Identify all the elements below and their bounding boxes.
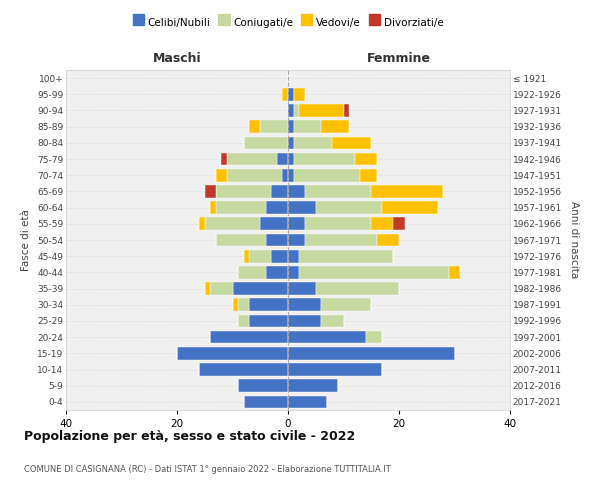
Bar (288, 331, 366, 344)
Bar (210, 202, 216, 214)
Bar (288, 282, 316, 295)
Bar (288, 120, 293, 133)
Bar (288, 234, 305, 246)
Bar (227, 152, 277, 166)
Bar (271, 185, 288, 198)
Bar (293, 169, 360, 181)
Bar (283, 169, 288, 181)
Bar (371, 185, 443, 198)
Bar (266, 202, 288, 214)
Bar (366, 331, 382, 344)
Bar (221, 152, 227, 166)
Bar (293, 136, 332, 149)
Bar (288, 169, 293, 181)
Bar (277, 152, 288, 166)
Bar (288, 250, 299, 262)
Bar (293, 88, 305, 101)
Bar (449, 266, 460, 278)
Text: Femmine: Femmine (367, 52, 431, 65)
Bar (360, 169, 377, 181)
Bar (271, 250, 288, 262)
Bar (216, 202, 266, 214)
Bar (288, 396, 327, 408)
Bar (299, 266, 449, 278)
Bar (288, 136, 293, 149)
Bar (299, 250, 394, 262)
Bar (288, 380, 338, 392)
Bar (233, 298, 238, 311)
Bar (299, 104, 343, 117)
Bar (288, 185, 305, 198)
Bar (210, 331, 288, 344)
Bar (205, 185, 216, 198)
Bar (322, 298, 371, 311)
Bar (205, 218, 260, 230)
Bar (216, 169, 227, 181)
Bar (238, 314, 249, 328)
Bar (288, 314, 322, 328)
Bar (305, 234, 377, 246)
Bar (288, 363, 382, 376)
Bar (244, 136, 288, 149)
Bar (260, 218, 288, 230)
Bar (211, 282, 233, 295)
Bar (260, 120, 288, 133)
Text: Maschi: Maschi (152, 52, 202, 65)
Bar (249, 120, 260, 133)
Bar (244, 250, 249, 262)
Bar (377, 234, 399, 246)
Bar (227, 169, 283, 181)
Bar (216, 234, 266, 246)
Bar (293, 104, 299, 117)
Bar (244, 396, 288, 408)
Bar (288, 104, 293, 117)
Y-axis label: Anni di nascita: Anni di nascita (569, 202, 578, 278)
Legend: Celibi/Nubili, Coniugati/e, Vedovi/e, Divorziati/e: Celibi/Nubili, Coniugati/e, Vedovi/e, Di… (128, 14, 448, 32)
Bar (394, 218, 404, 230)
Bar (293, 152, 355, 166)
Bar (238, 298, 249, 311)
Bar (316, 202, 382, 214)
Bar (288, 266, 299, 278)
Bar (216, 185, 271, 198)
Bar (266, 234, 288, 246)
Text: Popolazione per età, sesso e stato civile - 2022: Popolazione per età, sesso e stato civil… (24, 430, 355, 443)
Bar (371, 218, 394, 230)
Bar (305, 218, 371, 230)
Bar (238, 380, 288, 392)
Bar (305, 185, 371, 198)
Bar (249, 250, 271, 262)
Text: COMUNE DI CASIGNANA (RC) - Dati ISTAT 1° gennaio 2022 - Elaborazione TUTTITALIA.: COMUNE DI CASIGNANA (RC) - Dati ISTAT 1°… (24, 465, 391, 474)
Bar (316, 282, 399, 295)
Bar (199, 218, 205, 230)
Bar (322, 120, 349, 133)
Bar (382, 202, 438, 214)
Bar (288, 88, 293, 101)
Bar (343, 104, 349, 117)
Bar (266, 266, 288, 278)
Y-axis label: Fasce di età: Fasce di età (22, 209, 31, 271)
Bar (233, 282, 288, 295)
Bar (355, 152, 377, 166)
Bar (293, 120, 322, 133)
Bar (288, 347, 455, 360)
Bar (199, 363, 288, 376)
Bar (283, 88, 288, 101)
Bar (249, 314, 288, 328)
Bar (288, 218, 305, 230)
Bar (332, 136, 371, 149)
Bar (249, 298, 288, 311)
Bar (288, 202, 316, 214)
Bar (288, 298, 322, 311)
Bar (322, 314, 343, 328)
Bar (238, 266, 266, 278)
Bar (288, 152, 293, 166)
Bar (177, 347, 288, 360)
Bar (205, 282, 210, 295)
